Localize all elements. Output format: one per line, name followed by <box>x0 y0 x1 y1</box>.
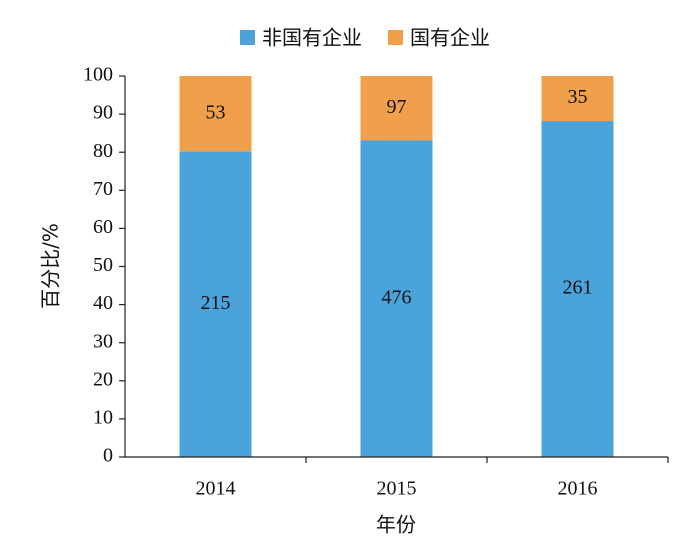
bar-segment <box>179 76 252 152</box>
bar-segment <box>541 121 614 458</box>
y-tick-label: 80 <box>93 140 113 162</box>
bar-segment <box>179 151 252 457</box>
y-tick-label: 10 <box>93 406 113 428</box>
y-tick-label: 90 <box>93 102 113 124</box>
y-tick-label: 50 <box>93 254 113 276</box>
bar-segment <box>360 140 433 457</box>
data-label: 215 <box>201 292 231 314</box>
x-tick-label: 2016 <box>558 478 598 500</box>
y-tick-label: 30 <box>93 330 113 352</box>
data-label: 476 <box>382 286 412 308</box>
data-label: 97 <box>387 96 407 118</box>
x-tick-label: 2015 <box>377 478 417 500</box>
legend-swatch <box>240 30 255 45</box>
legend-swatch <box>388 30 403 45</box>
y-tick-label: 70 <box>93 178 113 200</box>
x-tick-label: 2014 <box>196 478 236 500</box>
y-tick-label: 100 <box>83 64 113 86</box>
bar-segment <box>360 76 433 141</box>
bar-segment <box>541 76 614 122</box>
y-tick-label: 60 <box>93 216 113 238</box>
legend-label: 国有企业 <box>410 26 490 50</box>
y-tick-label: 40 <box>93 292 113 314</box>
data-label: 53 <box>206 101 226 123</box>
y-tick-label: 0 <box>103 445 113 467</box>
y-tick-label: 20 <box>93 368 113 390</box>
legend-label: 非国有企业 <box>262 26 362 50</box>
data-label: 261 <box>563 277 593 299</box>
x-axis-label: 年份 <box>376 513 416 537</box>
y-axis-label: 百分比/% <box>39 223 63 309</box>
data-label: 35 <box>568 86 588 108</box>
